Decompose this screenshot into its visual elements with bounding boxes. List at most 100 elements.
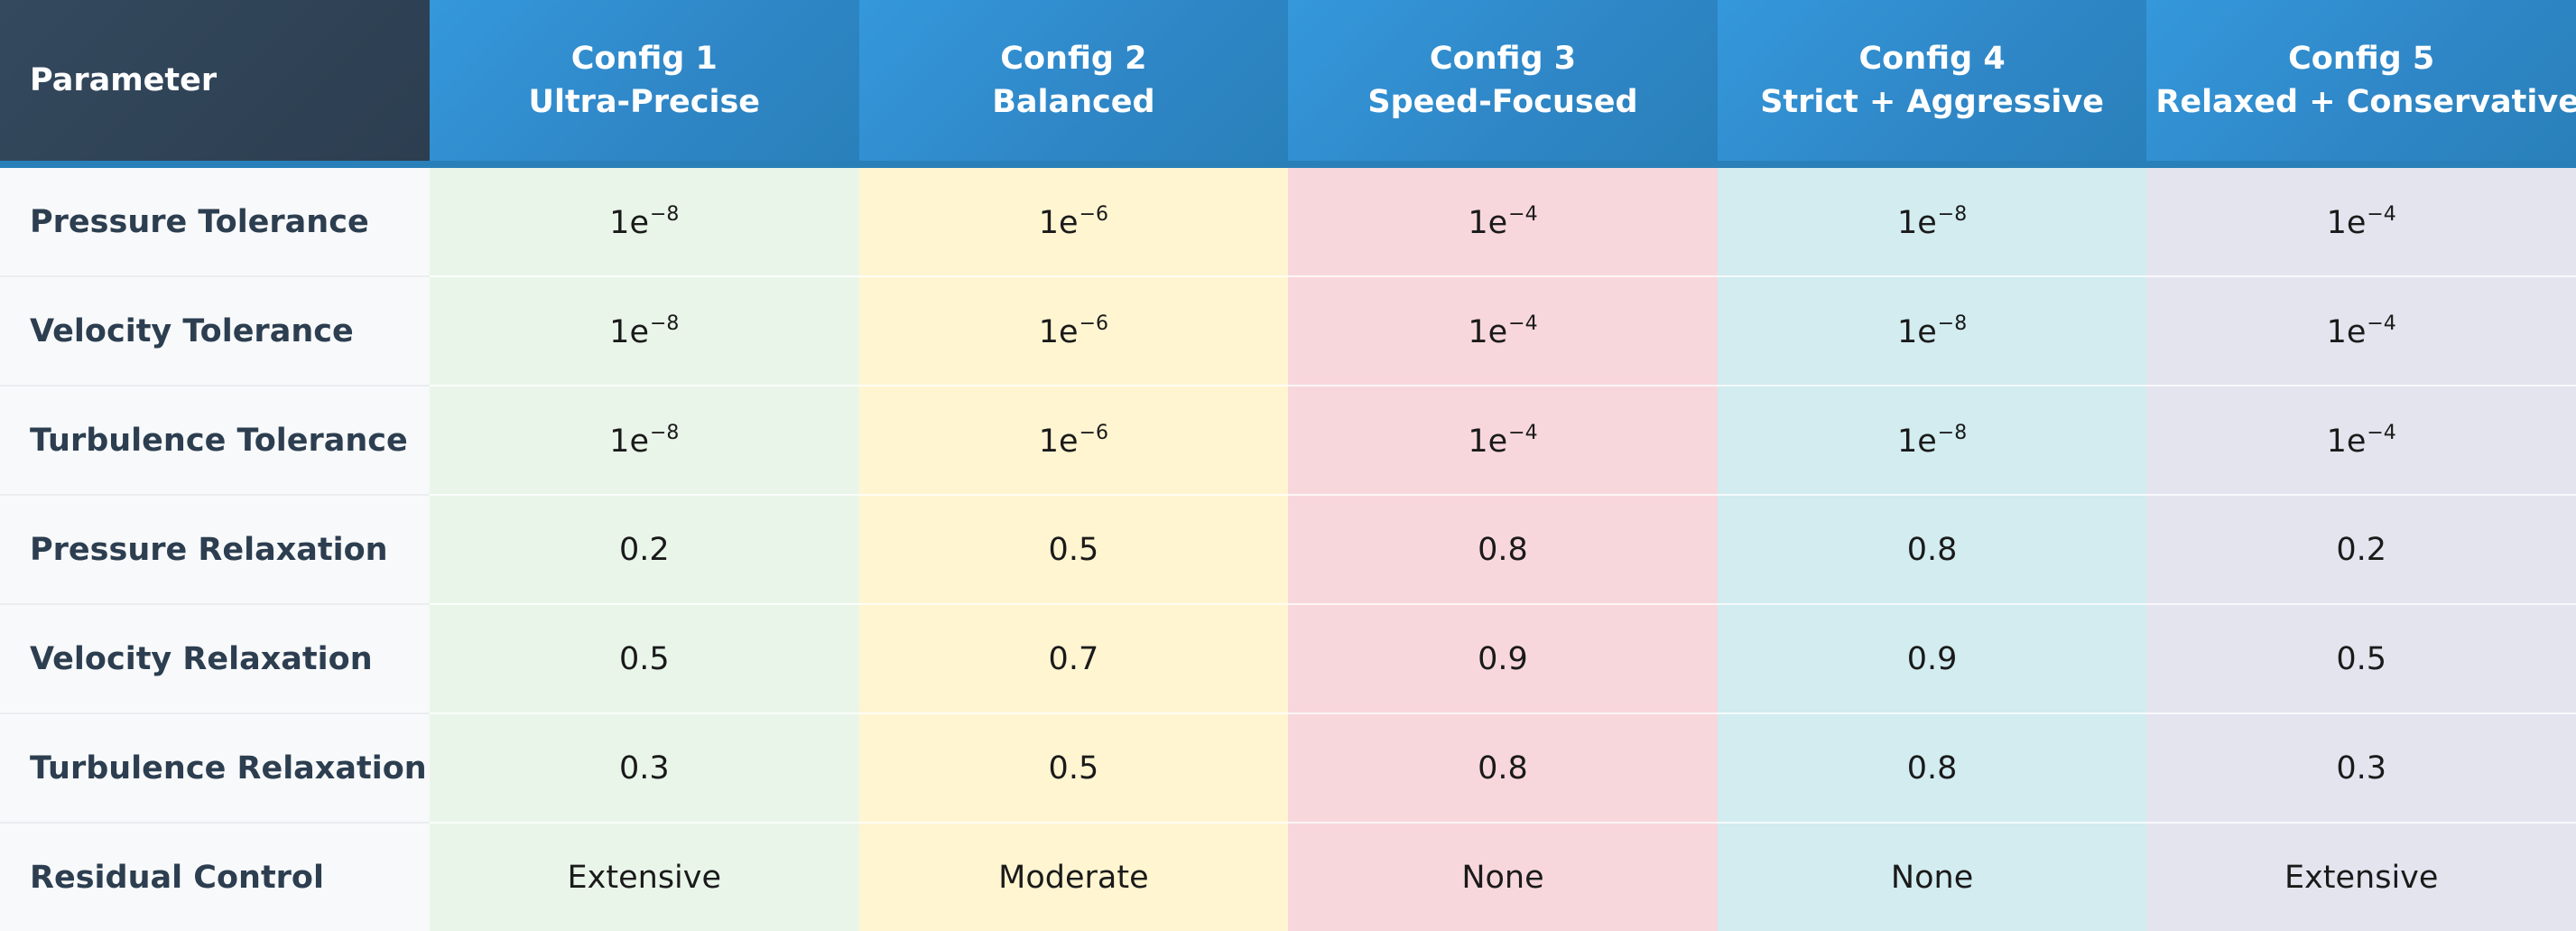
config-1-value-cell: 1e−8 (430, 275, 859, 386)
value-text: 1e (1038, 204, 1079, 241)
value-text: Moderate (998, 859, 1149, 896)
value-text: 0.8 (1478, 749, 1528, 787)
value-exponent: −6 (1079, 312, 1109, 335)
value-exponent: −8 (649, 312, 680, 335)
value-exponent: −8 (649, 202, 680, 226)
value-text: None (1890, 859, 1974, 896)
value-text: 0.5 (2336, 640, 2387, 677)
parameter-label: Turbulence Relaxation (0, 712, 430, 823)
config-3-value-cell: 0.9 (1288, 603, 1718, 713)
config-name: Config 4 (1858, 41, 2006, 77)
value-text: 1e (609, 313, 649, 350)
value-text: 1e (2326, 313, 2367, 350)
table-row: Residual Control Extensive Moderate None Non… (0, 822, 2576, 931)
config-2-header: Config 2 Balanced (858, 0, 1289, 168)
config-3-value-cell: 1e−4 (1288, 385, 1718, 495)
value-text: 0.5 (1048, 531, 1099, 568)
config-3-value-cell: 1e−4 (1288, 275, 1718, 386)
parameter-label: Pressure Relaxation (0, 494, 430, 604)
value-exponent: −4 (1508, 312, 1538, 335)
value-text: 0.3 (2336, 749, 2387, 787)
value-exponent: −8 (1937, 421, 1968, 444)
value-exponent: −8 (1937, 312, 1968, 335)
table-body: Pressure Tolerance 1e−8 1e−6 1e−4 1e−8 1e−4 Ve… (0, 164, 2576, 931)
value-text: 0.5 (618, 640, 670, 677)
config-3-value-cell: None (1288, 822, 1718, 931)
config-1-value-cell: 0.2 (430, 494, 859, 604)
value-exponent: −8 (1937, 202, 1968, 226)
config-3-value-cell: 0.8 (1288, 494, 1718, 604)
parameter-label: Velocity Tolerance (0, 275, 430, 386)
config-5-value-cell: 1e−4 (2146, 385, 2576, 495)
value-text: 1e (1896, 204, 1937, 241)
config-4-header: Config 4 Strict + Aggressive (1717, 0, 2147, 168)
value-exponent: −4 (2367, 202, 2396, 226)
config-2-value-cell: 1e−6 (858, 164, 1289, 276)
table-row: Velocity Relaxation 0.5 0.7 0.9 0.9 0.5 (0, 603, 2576, 713)
config-2-value-cell: 0.5 (858, 712, 1289, 823)
config-name: Config 3 (1429, 41, 1577, 77)
value-text: 0.7 (1048, 640, 1099, 677)
config-name: Config 1 (570, 41, 718, 77)
config-5-header: Config 5 Relaxed + Conservative (2146, 0, 2576, 168)
value-exponent: −8 (649, 421, 680, 444)
config-3-header: Config 3 Speed-Focused (1288, 0, 1718, 168)
value-text: 1e (609, 204, 649, 241)
config-2-value-cell: 1e−6 (858, 385, 1289, 495)
parameter-label: Velocity Relaxation (0, 603, 430, 713)
value-exponent: −4 (2367, 421, 2396, 444)
value-text: 1e (1468, 423, 1508, 460)
config-4-value-cell: 1e−8 (1717, 275, 2147, 386)
table-row: Pressure Tolerance 1e−8 1e−6 1e−4 1e−8 1e−4 (0, 164, 2576, 276)
value-text: 0.8 (1906, 749, 1958, 787)
config-5-value-cell: 0.2 (2146, 494, 2576, 604)
config-subtitle: Balanced (992, 84, 1155, 120)
config-3-value-cell: 1e−4 (1288, 164, 1718, 276)
config-5-value-cell: 0.3 (2146, 712, 2576, 823)
value-exponent: −6 (1079, 202, 1109, 226)
parameter-column-header: Parameter (0, 0, 430, 168)
config-2-value-cell: 0.5 (858, 494, 1289, 604)
config-1-value-cell: Extensive (430, 822, 859, 931)
config-subtitle: Relaxed + Conservative (2155, 84, 2576, 120)
value-exponent: −4 (2367, 312, 2396, 335)
config-1-value-cell: 1e−8 (430, 385, 859, 495)
parameter-label: Turbulence Tolerance (0, 385, 430, 495)
config-5-value-cell: 1e−4 (2146, 164, 2576, 276)
config-name: Config 5 (2288, 41, 2435, 77)
config-4-value-cell: None (1717, 822, 2147, 931)
table-row: Velocity Tolerance 1e−8 1e−6 1e−4 1e−8 1e−4 (0, 275, 2576, 386)
value-text: 0.2 (2336, 531, 2387, 568)
config-4-value-cell: 0.9 (1717, 603, 2147, 713)
value-text: 1e (2326, 423, 2367, 460)
value-exponent: −4 (1508, 421, 1538, 444)
config-4-value-cell: 1e−8 (1717, 164, 2147, 276)
config-4-value-cell: 1e−8 (1717, 385, 2147, 495)
table-row: Turbulence Tolerance 1e−8 1e−6 1e−4 1e−8 1e−4 (0, 385, 2576, 495)
config-subtitle: Ultra-Precise (528, 84, 761, 120)
value-text: Extensive (567, 859, 722, 896)
value-text: 0.5 (1048, 749, 1099, 787)
config-1-value-cell: 0.5 (430, 603, 859, 713)
value-exponent: −6 (1079, 421, 1109, 444)
value-text: 1e (1468, 204, 1508, 241)
header-row: Parameter Config 1 Ultra-Precise Config … (0, 0, 2576, 168)
config-2-value-cell: 1e−6 (858, 275, 1289, 386)
config-1-value-cell: 1e−8 (430, 164, 859, 276)
value-text: 1e (2326, 204, 2367, 241)
config-4-value-cell: 0.8 (1717, 712, 2147, 823)
config-2-value-cell: Moderate (858, 822, 1289, 931)
value-text: 1e (1896, 423, 1937, 460)
value-text: 0.9 (1906, 640, 1958, 677)
value-text: 0.3 (618, 749, 670, 787)
config-subtitle: Speed-Focused (1367, 84, 1638, 120)
value-exponent: −4 (1508, 202, 1538, 226)
value-text: 0.8 (1478, 531, 1528, 568)
value-text: 0.8 (1906, 531, 1958, 568)
config-4-value-cell: 0.8 (1717, 494, 2147, 604)
config-1-value-cell: 0.3 (430, 712, 859, 823)
table-row: Pressure Relaxation 0.2 0.5 0.8 0.8 0.2 (0, 494, 2576, 604)
value-text: 0.9 (1478, 640, 1528, 677)
config-subtitle: Strict + Aggressive (1760, 84, 2104, 120)
